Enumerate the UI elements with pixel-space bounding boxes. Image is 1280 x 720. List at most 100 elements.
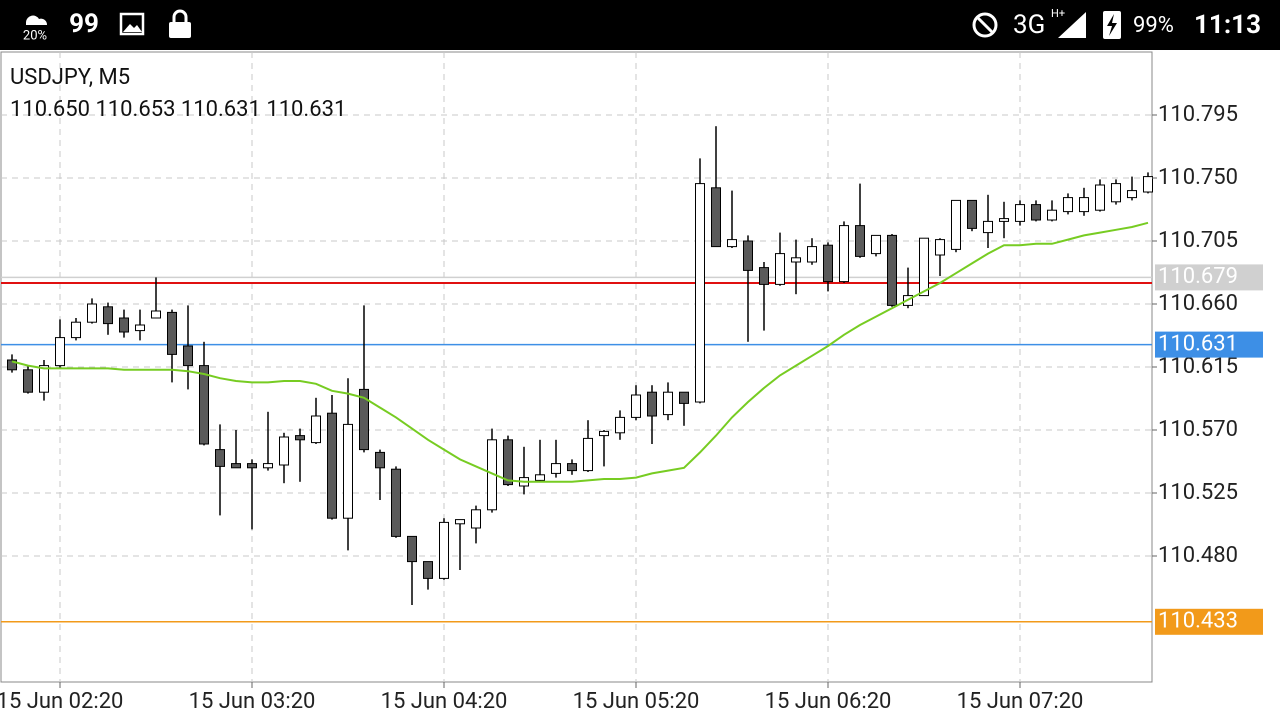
candle-body — [1127, 190, 1137, 199]
candle-body — [87, 303, 97, 323]
axis: 110.795 110.750 110.705 110.660 110.615 110.5… — [0, 102, 1263, 714]
candle-body — [295, 435, 305, 441]
candle-body — [503, 439, 513, 486]
y-tick-label: 110.795 — [1158, 102, 1238, 127]
candle-body — [1063, 197, 1073, 213]
status-bar — [0, 0, 1280, 50]
candle-body — [327, 412, 337, 519]
x-tick-label: 15 Jun 02:20 — [0, 689, 123, 714]
candle-body — [871, 234, 881, 255]
candle-body — [7, 359, 17, 371]
x-tick-label: 15 Jun 07:20 — [957, 689, 1084, 714]
network-sub: H+ — [1051, 7, 1065, 20]
candle-body — [727, 239, 737, 248]
candle-body — [167, 311, 177, 355]
candle-body — [439, 521, 449, 579]
candle-body — [1095, 184, 1105, 211]
y-tick-label: 110.750 — [1158, 165, 1238, 190]
candle-body — [263, 463, 273, 469]
dnd-icon — [972, 12, 998, 38]
image-icon — [119, 12, 145, 36]
candle-body — [951, 199, 961, 250]
network-type: 3G — [1013, 10, 1045, 40]
candle-body — [343, 423, 353, 519]
candle-body — [743, 240, 753, 271]
candle-body — [55, 337, 65, 367]
grid — [1, 52, 1152, 682]
y-tick-label: 110.480 — [1158, 543, 1238, 568]
candle-body — [999, 218, 1009, 222]
level-label: 110.631 — [1158, 331, 1238, 356]
candle-body — [967, 199, 977, 229]
candle-body — [535, 474, 545, 481]
lock-icon — [169, 22, 191, 38]
candle-body — [471, 509, 481, 529]
candle-body — [567, 463, 577, 472]
ohlc-readout: 110.650 110.653 110.631 110.631 — [10, 97, 346, 122]
candle-body — [407, 535, 417, 563]
marks — [7, 126, 1153, 605]
candle-body — [135, 324, 145, 332]
level-label: 110.679 — [1158, 264, 1238, 289]
candle-body — [599, 430, 609, 437]
candle-body — [855, 225, 865, 257]
candle-body — [1079, 197, 1089, 213]
candle-body — [183, 345, 193, 367]
lock-shackle — [172, 9, 188, 22]
candle-body — [359, 388, 369, 451]
candle-body — [983, 220, 993, 234]
y-tick-label: 110.660 — [1158, 291, 1238, 316]
candle-body — [151, 310, 161, 319]
level-label: 110.433 — [1158, 609, 1238, 634]
candle-body — [663, 391, 673, 416]
candle-body — [391, 468, 401, 537]
battery-text: 99% — [1133, 13, 1174, 38]
notification-count: 99 — [69, 9, 99, 39]
x-tick-label: 15 Jun 06:20 — [765, 689, 892, 714]
x-tick-label: 15 Jun 04:20 — [381, 689, 508, 714]
moving-average — [11, 221, 1149, 483]
candle-body — [887, 234, 897, 306]
dnd-slash — [975, 15, 995, 35]
candle-body — [1143, 176, 1153, 193]
candle-body — [791, 257, 801, 263]
candle-body — [807, 246, 817, 263]
signal-icon — [1058, 12, 1086, 38]
level-label-box — [1155, 608, 1263, 635]
y-tick-label: 110.615 — [1158, 354, 1238, 379]
candle-body — [215, 449, 225, 467]
candle-body — [839, 225, 849, 283]
y-tick-label: 110.570 — [1158, 417, 1238, 442]
candle-body — [1031, 204, 1041, 221]
candle-body — [279, 436, 289, 466]
candle-body — [647, 391, 657, 417]
x-tick-label: 15 Jun 03:20 — [189, 689, 316, 714]
candle-body — [775, 253, 785, 285]
candle-body — [311, 415, 321, 444]
level-label-box — [1155, 264, 1263, 291]
chart-title: USDJPY, M5 — [10, 65, 130, 90]
candle-body — [39, 365, 49, 393]
battery-bolt — [1107, 14, 1117, 36]
candle-body — [71, 321, 81, 339]
y-tick-label: 110.525 — [1158, 480, 1238, 505]
candle-body — [695, 183, 705, 403]
candle-body — [551, 463, 561, 474]
candle-body — [823, 244, 833, 283]
candle-body — [919, 237, 929, 297]
candle-body — [119, 317, 129, 333]
candle-body — [615, 416, 625, 434]
x-tick-label: 15 Jun 05:20 — [573, 689, 700, 714]
candle-body — [199, 365, 209, 445]
candle-body — [631, 394, 641, 418]
candle-body — [935, 239, 945, 256]
candle-body — [583, 437, 593, 472]
weather-icon — [26, 15, 48, 25]
candle-body — [375, 451, 385, 469]
y-tick-label: 110.705 — [1158, 228, 1238, 253]
clock: 11:13 — [1194, 10, 1261, 40]
candle-body — [679, 391, 689, 404]
candle-body — [23, 369, 33, 393]
image-icon-inner — [123, 24, 142, 32]
candle-body — [455, 519, 465, 525]
